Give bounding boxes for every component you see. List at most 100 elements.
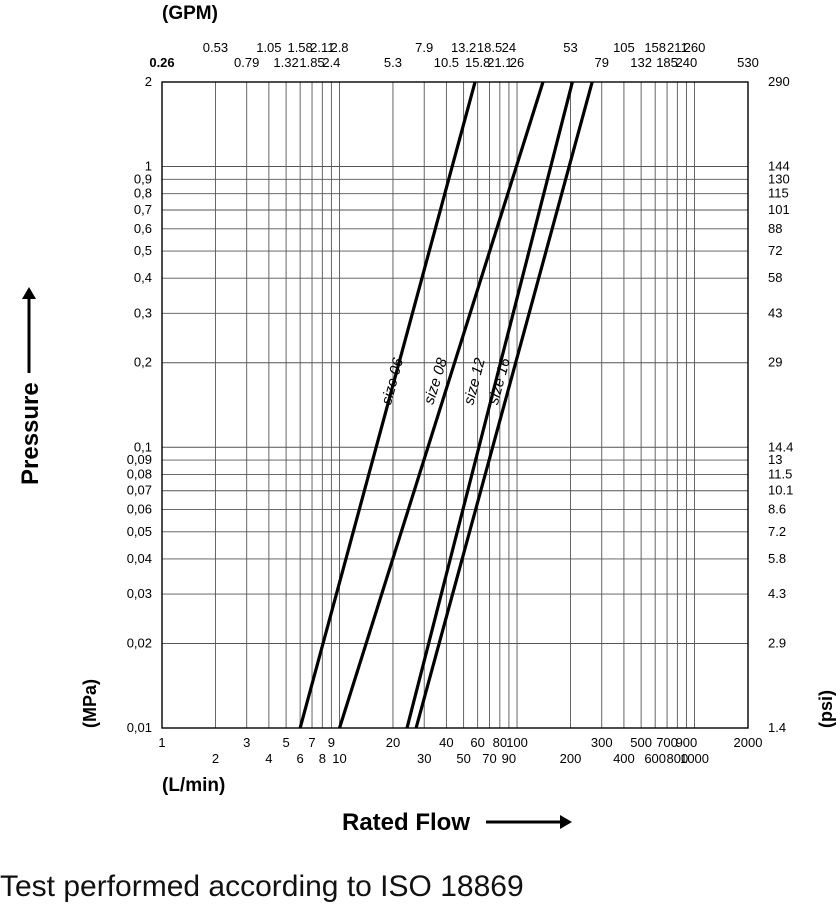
x-tick-label: 40 <box>439 735 453 750</box>
y-axis-title-text: Pressure <box>17 382 44 485</box>
y-right-tick-label: 290 <box>768 74 790 89</box>
y-right-tick-label: 11.5 <box>768 466 792 481</box>
x-axis-title-text: Rated Flow <box>342 809 470 836</box>
x-tick-label: 50 <box>456 751 470 766</box>
x-axis-unit-label: (L/min) <box>162 775 225 796</box>
x-top-tick-label: 530 <box>737 55 759 70</box>
x-top-tick-label: 2.11 <box>310 40 334 55</box>
x-top-tick-label: 18.5 <box>477 40 502 55</box>
y-tick-label: 0,02 <box>127 635 152 650</box>
series-line <box>405 81 574 729</box>
y-right-tick-label: 72 <box>768 243 782 258</box>
series-label: size 12 <box>461 356 489 407</box>
x-top-tick-label: 24 <box>502 40 516 55</box>
y-right-tick-label: 10.1 <box>768 483 793 498</box>
x-top-unit-label: (GPM) <box>162 3 218 24</box>
y-axis-unit-left: (MPa) <box>80 679 100 728</box>
y-tick-label: 0,03 <box>127 586 152 601</box>
x-top-tick-label: 260 <box>684 40 706 55</box>
y-axis-arrow-head <box>22 287 36 299</box>
y-tick-label: 0,9 <box>134 171 152 186</box>
x-top-tick-label: 26 <box>510 55 524 70</box>
x-top-tick-label: 1.85 <box>299 55 324 70</box>
x-top-tick-label: 2.8 <box>330 40 348 55</box>
y-tick-label: 0,08 <box>127 466 152 481</box>
y-tick-label: 0,3 <box>134 305 152 320</box>
y-tick-label: 0,4 <box>134 270 152 285</box>
x-top-tick-label: 53 <box>563 40 577 55</box>
series-line <box>414 81 594 729</box>
x-tick-label: 100 <box>506 735 528 750</box>
x-axis-title: Rated Flow <box>342 809 572 836</box>
y-tick-label: 0,06 <box>127 502 152 517</box>
x-top-tick-label: 185 <box>656 55 678 70</box>
y-tick-label: 0,7 <box>134 202 152 217</box>
x-top-tick-label: 13.2 <box>451 40 476 55</box>
x-top-tick-label: 211 <box>667 40 688 55</box>
y-tick-label: 0,2 <box>134 355 152 370</box>
series-line <box>337 81 545 729</box>
y-tick-label: 0,6 <box>134 221 152 236</box>
x-tick-label: 2 <box>212 751 219 766</box>
y-tick-label: 0,8 <box>134 186 152 201</box>
y-right-tick-label: 115 <box>768 186 789 201</box>
x-top-tick-label: 1.58 <box>287 40 312 55</box>
footer-note: Test performed according to ISO 18869 <box>0 870 524 903</box>
y-right-tick-label: 13 <box>768 452 782 467</box>
x-tick-label: 20 <box>386 735 400 750</box>
x-tick-label: 3 <box>243 735 250 750</box>
y-tick-labels: 2 10,90,80,7 0,6 0,5 0,4 0,3 0,2 0,10,090,08 0,0… <box>127 74 152 735</box>
y-tick-label: 0,5 <box>134 243 152 258</box>
x-tick-label: 60 <box>470 735 484 750</box>
x-tick-label: 2000 <box>734 735 763 750</box>
x-top-tick-label: 10.5 <box>434 55 459 70</box>
x-axis-arrow-head <box>560 815 572 829</box>
x-tick-label: 5 <box>282 735 289 750</box>
y-right-tick-label: 5.8 <box>768 551 786 566</box>
y-tick-label: 0,04 <box>127 551 152 566</box>
y-right-tick-label: 130 <box>768 171 790 186</box>
y-axis-unit-right: (psi) <box>816 690 836 728</box>
x-top-tick-label: 2.4 <box>322 55 340 70</box>
x-tick-label: 200 <box>560 751 582 766</box>
y-right-tick-label: 1.4 <box>768 720 786 735</box>
series-line <box>298 81 477 729</box>
y-right-tick-label: 58 <box>768 270 782 285</box>
x-tick-label: 800 <box>667 751 689 766</box>
y-tick-label: 0,07 <box>127 483 152 498</box>
y-right-tick-label: 2.9 <box>768 635 786 650</box>
x-tick-label: 9 <box>328 735 335 750</box>
x-top-tick-label: 5.3 <box>384 55 402 70</box>
x-tick-label: 700 <box>656 735 678 750</box>
x-tick-label: 500 <box>630 735 652 750</box>
x-top-tick-label: 7.9 <box>415 40 433 55</box>
y-tick-label: 0,1 <box>134 439 152 454</box>
y-right-tick-label: 7.2 <box>768 524 786 539</box>
grid <box>161 81 749 729</box>
x-top-tick-label: 132 <box>630 55 652 70</box>
x-top-tick-label: 240 <box>676 55 698 70</box>
y-right-tick-label: 101 <box>768 202 790 217</box>
y-tick-label: 0,01 <box>127 720 152 735</box>
x-tick-label: 10 <box>332 751 346 766</box>
x-tick-label: 7 <box>308 735 315 750</box>
x-top-tick-label: 1.05 <box>256 40 281 55</box>
x-tick-label: 1000 <box>680 751 709 766</box>
x-top-tick-label: 79 <box>595 55 609 70</box>
x-tick-label: 30 <box>417 751 431 766</box>
x-top-tick-label: 15.8 <box>465 55 490 70</box>
x-tick-label: 400 <box>613 751 635 766</box>
y-tick-label: 1 <box>145 159 152 174</box>
y-right-tick-label: 29 <box>768 355 782 370</box>
y-right-tick-label: 4.3 <box>768 586 786 601</box>
x-tick-label: 8 <box>319 751 326 766</box>
y-axis-title: Pressure <box>17 287 44 485</box>
y-right-tick-label: 8.6 <box>768 502 786 517</box>
y-right-tick-label: 43 <box>768 305 782 320</box>
x-top-tick-label: 158 <box>644 40 666 55</box>
y-tick-label: 0,05 <box>127 524 152 539</box>
series-label: size 06 <box>378 356 407 407</box>
x-tick-label: 4 <box>265 751 272 766</box>
